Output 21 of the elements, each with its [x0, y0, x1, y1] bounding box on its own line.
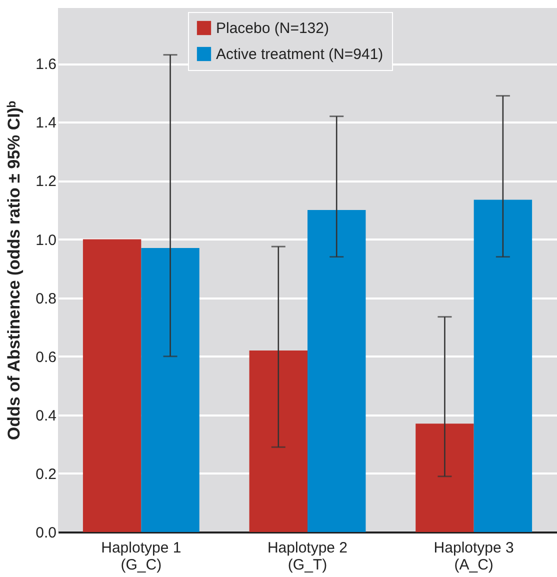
y-tick-label: 0.4	[36, 407, 56, 424]
legend-label: Placebo (N=132)	[216, 20, 329, 37]
y-tick-label: 0.8	[36, 290, 56, 308]
y-tick-label: 1.2	[36, 173, 56, 190]
y-axis-title: Odds of Abstinence (odds ratio ± 95% CI)ᵇ	[4, 100, 24, 440]
y-tick-label: 0.2	[36, 466, 56, 483]
y-tick-label: 1.6	[36, 56, 56, 74]
y-tick-label: 0.6	[36, 348, 56, 366]
bar	[249, 350, 308, 532]
bar	[308, 210, 366, 532]
bar	[416, 424, 474, 532]
y-tick-label: 1.4	[36, 114, 56, 132]
x-tick-label: Haplotype 2 (G_T)	[267, 540, 348, 574]
y-tick-label: 1.0	[36, 232, 56, 249]
x-tick-label: Haplotype 1 (G_C)	[101, 540, 182, 574]
bar	[474, 200, 532, 532]
y-tick-label: 0.0	[36, 524, 56, 542]
x-tick-label: Haplotype 3 (A_C)	[434, 540, 514, 574]
legend-label: Active treatment (N=941)	[216, 46, 384, 63]
bar	[82, 239, 142, 532]
bar	[141, 248, 200, 532]
